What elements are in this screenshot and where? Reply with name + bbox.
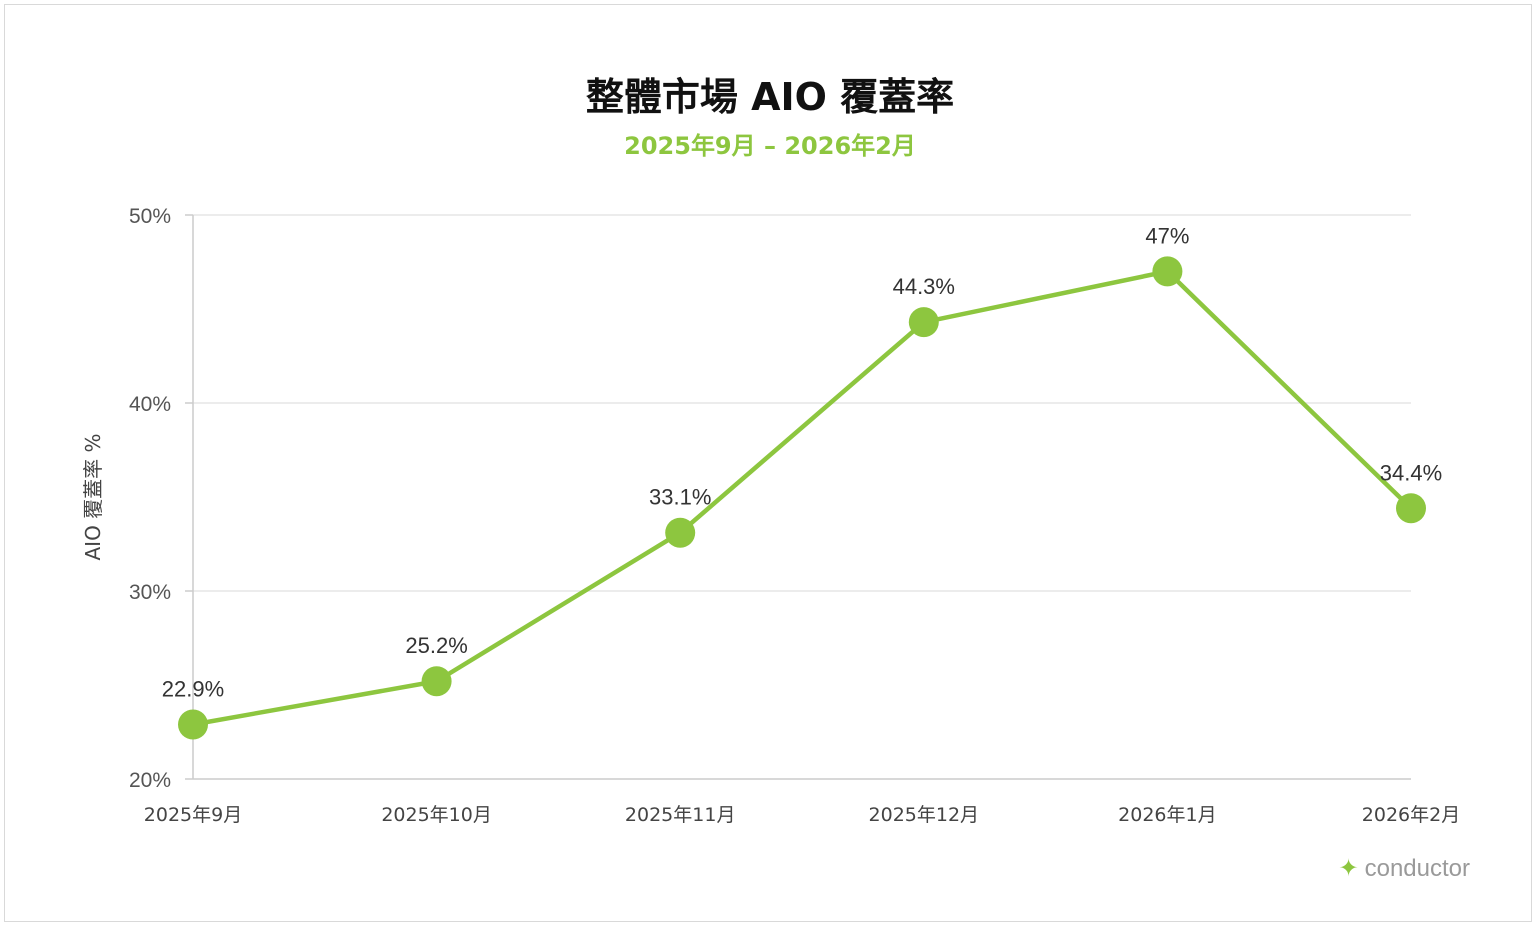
data-label: 22.9% <box>162 676 224 701</box>
x-tick-label: 2025年10月 <box>381 804 492 826</box>
label-layer: 22.9% 25.2% 33.1% 44.3% 47% 34.4% <box>162 223 1442 701</box>
series-line <box>192 269 1413 727</box>
chart-subtitle: 2025年9月 – 2026年2月 <box>624 132 916 160</box>
data-label: 47% <box>1145 223 1189 248</box>
x-tick-label: 2025年11月 <box>625 804 736 826</box>
axis-layer: 20% 30% 40% 50% 2025年9月 2025年10月 2025年11月 2025年… <box>129 205 1460 826</box>
data-point <box>1396 493 1426 524</box>
data-label: 34.4% <box>1380 460 1442 485</box>
sparkle-icon: ✦ <box>1338 855 1359 882</box>
brand-name: conductor <box>1364 854 1470 882</box>
point-layer <box>178 256 1426 740</box>
y-tick-label: 30% <box>129 581 171 604</box>
data-label: 33.1% <box>649 485 711 510</box>
data-label: 25.2% <box>405 633 467 658</box>
brand-logo: ✦ conductor <box>1338 854 1470 883</box>
y-tick-label: 50% <box>129 205 171 228</box>
y-tick-label: 40% <box>129 393 171 416</box>
data-label: 44.3% <box>893 274 955 299</box>
chart-title: 整體市場 AIO 覆蓋率 <box>585 75 955 119</box>
y-tick-label: 20% <box>129 769 171 792</box>
data-point <box>908 307 939 338</box>
x-tick-label: 2026年2月 <box>1362 804 1460 826</box>
y-axis-label: AIO 覆蓋率 % <box>81 433 105 560</box>
x-tick-label: 2026年1月 <box>1118 804 1216 826</box>
data-point <box>1152 256 1183 287</box>
line-layer <box>192 269 1413 727</box>
x-tick-label: 2025年9月 <box>144 804 242 826</box>
chart-frame <box>4 4 1532 922</box>
x-tick-label: 2025年12月 <box>869 804 980 826</box>
data-point <box>665 517 696 548</box>
data-point <box>421 666 452 697</box>
data-point <box>178 709 208 740</box>
grid-layer <box>193 214 1411 592</box>
